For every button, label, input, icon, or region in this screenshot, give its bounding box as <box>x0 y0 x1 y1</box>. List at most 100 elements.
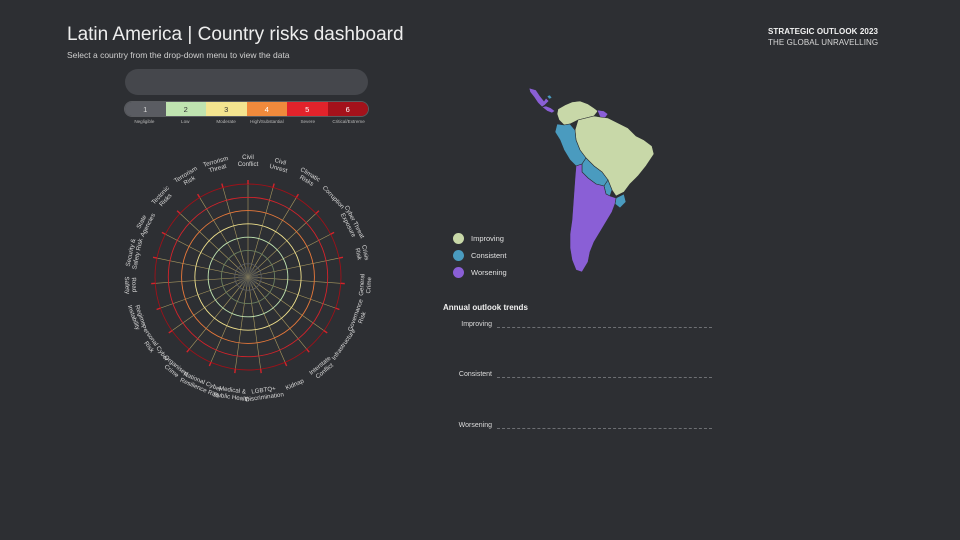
radar-label: Civil Conflict <box>238 154 259 168</box>
radar-tick <box>221 183 224 188</box>
scale-label-3: Moderate <box>216 119 236 124</box>
radar-spoke <box>179 213 249 278</box>
radar-spoke <box>247 276 336 309</box>
radar-tick <box>259 369 262 374</box>
legend-label: Improving <box>471 234 504 243</box>
radar-spoke <box>155 276 249 284</box>
legend-dot-icon <box>453 250 464 261</box>
risk-radar-chart: Civil Conflict CivilUnrest ClimaticRisksCor… <box>123 154 374 403</box>
legend-dot-icon <box>453 233 464 244</box>
risk-scale-labels: Negligible Low Moderate High/Substantial Sev… <box>124 119 369 124</box>
radar-label: LGBTQ+Discrimination <box>244 384 285 403</box>
radar-spoke <box>247 213 317 278</box>
trend-row-worsening: Worsening <box>440 422 712 434</box>
radar-tick <box>315 210 320 215</box>
scale-label-6: Critical/Extreme <box>332 119 365 124</box>
trends-title: Annual outlook trends <box>443 303 528 312</box>
scale-level-5: 5 <box>287 102 328 116</box>
radar-label: Personal CyberRisk <box>134 324 170 367</box>
radar-label: Corruption <box>321 185 346 211</box>
radar-spoke <box>156 257 249 278</box>
radar-label: StateAgencies <box>133 209 157 238</box>
radar-tick <box>335 307 340 311</box>
radar-spoke <box>222 187 249 278</box>
radar-tick <box>152 256 158 259</box>
radar-label: RoadSafety <box>123 276 138 295</box>
radar-label: Medical &Public Health <box>213 384 252 403</box>
radar-label: TectonicRisks <box>150 185 176 211</box>
radar-tick <box>306 348 310 353</box>
radar-tick <box>295 193 299 198</box>
radar-tick <box>186 348 190 353</box>
trend-gridline <box>497 327 712 328</box>
scale-level-3: 3 <box>206 102 247 116</box>
radar-label: TerrorismThreat <box>202 155 231 175</box>
radar-tick <box>156 307 161 311</box>
radar-tick <box>323 330 328 334</box>
radar-label: Security &Safety Risk <box>124 236 144 270</box>
legend-item-worsening: Worsening <box>453 264 507 281</box>
radar-label: Cyber ThreatExposure <box>336 204 365 243</box>
radar-ring-6 <box>167 196 329 358</box>
radar-spoke <box>247 276 307 350</box>
scale-label-1: Negligible <box>134 119 155 124</box>
brand-block: STRATEGIC OUTLOOK 2023 THE GLOBAL UNRAVE… <box>768 27 888 47</box>
radar-label: Kidnap <box>285 378 306 392</box>
radar-spoke <box>247 197 297 278</box>
trend-label: Improving <box>461 321 492 328</box>
radar-ring-4 <box>194 223 302 331</box>
radar-spoke <box>247 276 325 331</box>
radar-tick <box>330 231 335 235</box>
radar-spoke <box>247 276 341 284</box>
radar-ring-3 <box>207 236 289 318</box>
scale-level-2: 2 <box>165 102 206 116</box>
radar-tick <box>272 183 275 188</box>
trend-row-improving: Improving <box>440 321 712 333</box>
radar-label: CivilUnrest <box>269 156 291 174</box>
radar-spoke <box>189 276 249 350</box>
radar-spoke <box>210 276 249 363</box>
brand-line-2: THE GLOBAL UNRAVELLING <box>768 38 879 47</box>
radar-ring-5 <box>181 210 315 344</box>
radar-ring-1 <box>234 263 262 291</box>
radar-spoke <box>160 276 249 309</box>
radar-spoke <box>247 276 286 363</box>
legend-item-improving: Improving <box>453 230 507 247</box>
radar-spoke <box>235 276 249 370</box>
radar-tick <box>176 210 181 215</box>
radar-spoke <box>247 257 340 278</box>
radar-tick <box>168 330 173 334</box>
trend-gridline <box>497 428 712 429</box>
map-region-central-america[interactable] <box>541 105 556 114</box>
scale-level-1: 1 <box>125 102 166 116</box>
radar-spoke <box>247 187 274 278</box>
radar-spoke <box>247 233 331 278</box>
map-region-caribbean[interactable] <box>546 94 553 100</box>
scale-label-4: High/Substantial <box>250 119 284 124</box>
legend-dot-icon <box>453 267 464 278</box>
scale-level-4: 4 <box>246 102 287 116</box>
radar-label: Infrastructure <box>331 327 358 361</box>
radar-label: TerrorismRisk <box>173 165 202 190</box>
radar-label: CrisisRisk <box>353 244 370 262</box>
radar-tick <box>338 256 344 259</box>
map-region-uruguay[interactable] <box>614 193 627 209</box>
legend-label: Consistent <box>471 251 507 260</box>
map-legend: Improving Consistent Worsening <box>453 230 507 281</box>
page-subtitle: Select a country from the drop-down menu… <box>67 50 290 60</box>
map-region-mexico[interactable] <box>528 87 550 108</box>
map-region-guianas[interactable] <box>596 109 609 119</box>
radar-tick <box>161 231 166 235</box>
trend-row-consistent: Consistent <box>440 371 712 383</box>
trend-label: Worsening <box>458 422 492 429</box>
radar-spoke <box>165 233 249 278</box>
radar-tick <box>234 369 237 374</box>
country-dropdown[interactable] <box>125 69 368 95</box>
page-title: Latin America | Country risks dashboard <box>67 24 404 45</box>
map-region-southern-cone[interactable] <box>569 163 617 273</box>
radar-label: ClimaticRisks <box>295 166 321 189</box>
scale-label-5: Severe <box>300 119 315 124</box>
trend-gridline <box>497 377 712 378</box>
radar-label: GeneralCrime <box>358 274 373 297</box>
